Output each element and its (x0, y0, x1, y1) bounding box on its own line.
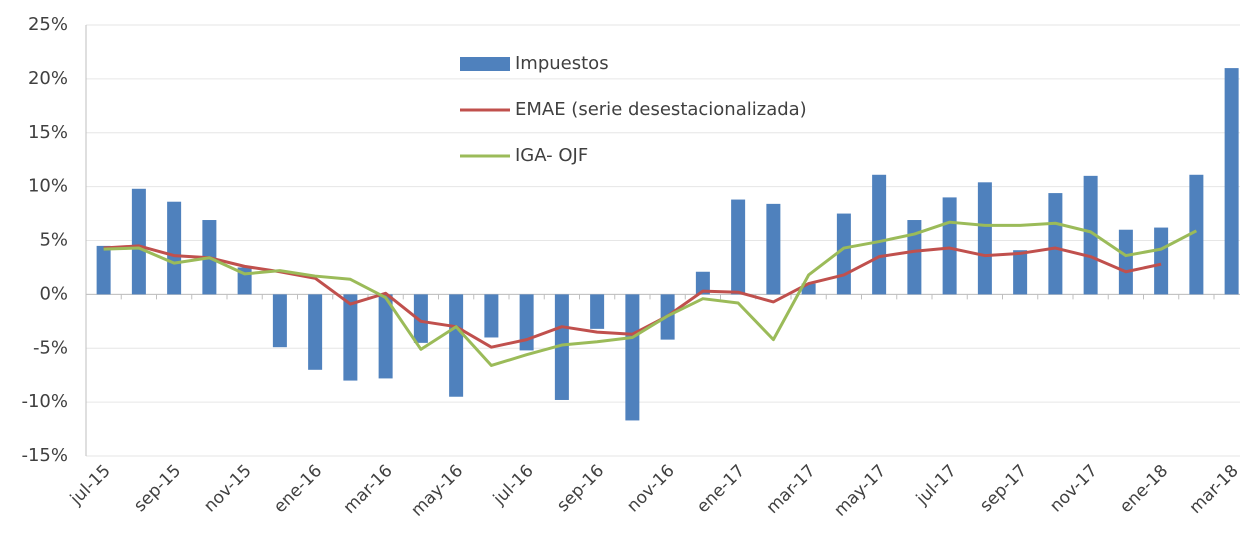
y-tick-label: -5% (33, 337, 68, 358)
bar (625, 294, 640, 421)
bar (413, 294, 428, 343)
x-tick-label: jul-16 (489, 461, 538, 510)
bar (554, 294, 569, 400)
bar (590, 294, 605, 329)
bar (1048, 193, 1063, 295)
bar (766, 203, 781, 295)
bar (131, 188, 146, 295)
x-tick-label: nov-17 (1046, 461, 1102, 517)
bar (977, 182, 992, 295)
bar (308, 294, 323, 370)
x-tick-label: sep-17 (976, 461, 1031, 516)
y-tick-label: 20% (28, 68, 68, 89)
legend-label: IGA- OJF (515, 145, 588, 166)
bar (695, 271, 710, 295)
y-tick-label: 15% (28, 122, 68, 143)
bar (343, 294, 358, 381)
x-tick-label: sep-16 (553, 461, 608, 516)
bar (907, 220, 922, 295)
y-tick-label: -15% (21, 445, 68, 466)
x-tick-label: mar-17 (763, 461, 820, 518)
bar (1154, 227, 1169, 295)
y-tick-label: 10% (28, 176, 68, 197)
bar (836, 213, 851, 295)
bar (519, 294, 534, 351)
bar (484, 294, 499, 338)
x-tick-label: may-16 (407, 461, 467, 521)
x-tick-label: ene-18 (1116, 461, 1172, 517)
x-tick-label: ene-16 (270, 461, 326, 517)
bar (96, 245, 111, 295)
legend-label: EMAE (serie desestacionalizada) (515, 99, 807, 120)
bar (731, 199, 746, 295)
line (103, 220, 1198, 367)
x-tick-label: may-17 (830, 461, 890, 521)
bar (1013, 250, 1028, 295)
bar (378, 294, 393, 379)
y-tick-label: 5% (39, 230, 68, 251)
y-tick-label: 0% (39, 283, 68, 304)
bar (872, 174, 887, 295)
x-tick-label: mar-16 (340, 461, 397, 518)
x-tick-label: mar-18 (1186, 461, 1240, 518)
x-tick-label: sep-15 (130, 461, 185, 516)
bar (942, 197, 957, 295)
bar (801, 283, 816, 295)
x-tick-label: ene-17 (693, 461, 749, 517)
x-tick-label: jul-15 (66, 461, 115, 510)
x-tick-label: nov-16 (623, 461, 679, 517)
x-tick-label: jul-17 (912, 461, 961, 510)
y-tick-label: 25% (28, 14, 68, 35)
legend-label: Impuestos (515, 53, 609, 74)
bar (449, 294, 464, 397)
x-tick-label: nov-15 (200, 461, 256, 517)
y-tick-label: -10% (21, 391, 68, 412)
bar (1224, 68, 1239, 295)
legend-swatch (460, 57, 510, 71)
bar (1189, 174, 1204, 295)
bar (272, 294, 287, 348)
bar (1118, 229, 1133, 295)
bar (167, 201, 182, 295)
bar (1083, 175, 1098, 295)
